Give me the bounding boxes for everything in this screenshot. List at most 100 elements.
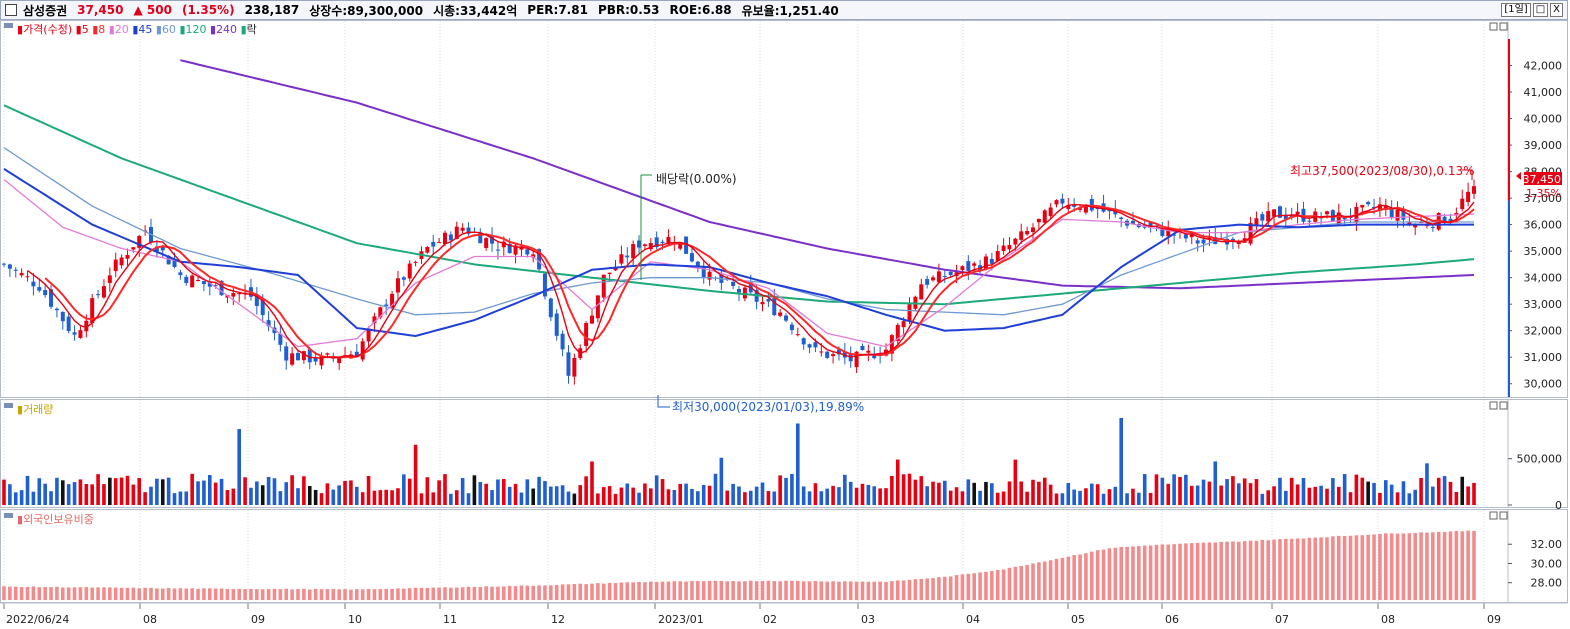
foreign-bar bbox=[1460, 531, 1465, 600]
volume-bar bbox=[690, 488, 694, 505]
foreign-bar bbox=[184, 588, 189, 600]
volume-bar bbox=[390, 490, 394, 505]
candle bbox=[825, 351, 830, 358]
minimize-button[interactable]: □ bbox=[1532, 3, 1549, 17]
legend-marker: ▮ bbox=[210, 23, 216, 36]
volume-bar bbox=[413, 444, 418, 505]
candle bbox=[1195, 240, 1200, 244]
volume-bar bbox=[437, 480, 441, 505]
panel-min-button[interactable] bbox=[1489, 401, 1498, 410]
volume-bar bbox=[790, 473, 794, 505]
foreign-bar bbox=[1195, 542, 1200, 600]
volume-bar bbox=[90, 484, 94, 505]
foreign-bar bbox=[1413, 532, 1417, 600]
volume-bar bbox=[319, 493, 324, 505]
volume-bar bbox=[1231, 476, 1235, 505]
foreign-bar bbox=[66, 587, 71, 600]
foreign-bar bbox=[848, 581, 853, 600]
volume-bar bbox=[1342, 474, 1347, 505]
foreign-bar bbox=[1107, 548, 1112, 600]
stock-name[interactable]: 삼성증권 bbox=[23, 3, 68, 18]
foreign-bar bbox=[1084, 553, 1088, 600]
foreign-bar bbox=[1372, 534, 1376, 600]
foreign-bar bbox=[290, 589, 294, 600]
panel-close-button[interactable] bbox=[1499, 401, 1508, 410]
select-checkbox[interactable] bbox=[5, 4, 17, 16]
panel-close-button[interactable] bbox=[1499, 22, 1508, 31]
volume-bar bbox=[255, 481, 259, 505]
candle bbox=[172, 260, 177, 268]
volume-bar bbox=[584, 476, 588, 505]
foreign-bar bbox=[202, 588, 206, 600]
volume-bar bbox=[1219, 485, 1223, 505]
close-button[interactable]: X bbox=[1550, 3, 1563, 17]
candle bbox=[1166, 229, 1171, 237]
foreign-bar bbox=[37, 587, 42, 600]
legend-price-label: 가격(수정) bbox=[23, 23, 76, 36]
volume-bars bbox=[2, 417, 1476, 505]
volume-bar bbox=[731, 483, 735, 505]
foreign-bar bbox=[496, 586, 500, 600]
volume-bar bbox=[284, 482, 289, 505]
panel-handle[interactable] bbox=[4, 23, 13, 28]
foreign-bar bbox=[837, 581, 841, 600]
x-tick-label: 05 bbox=[1071, 613, 1085, 626]
candle bbox=[860, 345, 865, 351]
panel-close-button[interactable] bbox=[1499, 511, 1508, 520]
candle bbox=[925, 279, 930, 285]
foreign-bar bbox=[249, 588, 253, 600]
candle bbox=[1031, 227, 1035, 233]
foreign-bar bbox=[854, 581, 859, 600]
y-tick-label: 0 bbox=[1555, 499, 1562, 512]
foreign-bar bbox=[1389, 533, 1394, 600]
volume-bar bbox=[1237, 483, 1241, 505]
last-price-label: 37,450 bbox=[1523, 173, 1562, 186]
candle bbox=[1330, 210, 1335, 222]
y-tick-label: 40,000 bbox=[1524, 113, 1563, 126]
foreign-bar bbox=[125, 587, 130, 600]
foreign-bar bbox=[666, 581, 671, 600]
volume-bar bbox=[1031, 479, 1035, 505]
foreign-bar bbox=[213, 588, 218, 600]
foreign-bar bbox=[778, 581, 782, 600]
foreign-bar bbox=[196, 588, 200, 600]
candle bbox=[1295, 211, 1300, 215]
volume-bar bbox=[1319, 485, 1323, 505]
volume-bar bbox=[1242, 478, 1247, 505]
foreign-bar bbox=[1213, 542, 1218, 600]
foreign-bar bbox=[1366, 534, 1370, 600]
volume-bar bbox=[601, 487, 606, 505]
panel-handle[interactable] bbox=[4, 403, 13, 408]
candle bbox=[1054, 200, 1059, 205]
stock-chart-canvas[interactable]: 2022/06/24 08 09 10 11 12 2023/01 02 03 04 05 06 07 0… bbox=[0, 20, 1570, 629]
candle bbox=[895, 324, 900, 342]
panel-min-button[interactable] bbox=[1489, 511, 1498, 520]
foreign-bar bbox=[743, 581, 747, 600]
candle bbox=[772, 298, 777, 316]
foreign-bar bbox=[1072, 555, 1076, 600]
foreign-bar bbox=[366, 588, 371, 600]
volume-bar bbox=[713, 473, 718, 505]
candle bbox=[595, 295, 600, 319]
foreign-bar bbox=[954, 575, 959, 600]
foreign-bar bbox=[995, 570, 1000, 600]
panel-min-button[interactable] bbox=[1489, 22, 1498, 31]
foreign-bar bbox=[396, 588, 400, 600]
y-tick-label: 31,000 bbox=[1524, 351, 1563, 364]
per-value: PER:7.81 bbox=[527, 3, 588, 17]
foreign-bar bbox=[84, 587, 89, 600]
volume-bar bbox=[637, 492, 641, 505]
candle bbox=[19, 272, 24, 276]
period-button[interactable]: [1일] bbox=[1501, 3, 1531, 17]
candle bbox=[648, 243, 653, 250]
foreign-bar bbox=[484, 586, 488, 600]
volume-bar bbox=[649, 488, 653, 505]
ma-line-240 bbox=[180, 59, 1475, 290]
panel-handle[interactable] bbox=[4, 513, 13, 518]
foreign-bar bbox=[225, 588, 230, 600]
volume-bar bbox=[278, 491, 283, 505]
candle bbox=[807, 344, 812, 348]
foreign-bar bbox=[61, 587, 65, 600]
volume-bar bbox=[155, 478, 159, 505]
foreign-bar bbox=[1113, 547, 1118, 600]
